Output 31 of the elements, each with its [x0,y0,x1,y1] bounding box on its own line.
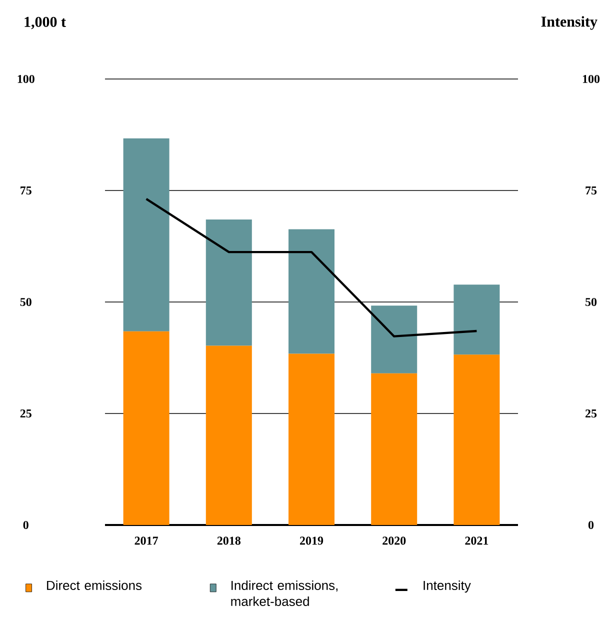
y-tick-label: 75 [20,186,32,194]
x-tick-label: 2021 [465,536,488,545]
y-tick-label: 50 [20,298,32,306]
legend-label: Intensity [424,580,471,593]
y2-tick-label: 25 [586,409,597,418]
x-tick-label: 2018 [217,536,241,545]
legend-label: Indirect emissions, market-based [231,580,338,606]
bar [288,354,334,525]
y2-tick-label: 75 [586,186,597,194]
y2-tick-label: 50 [585,298,597,306]
bar [123,331,170,525]
legend-label: Direct emissions [47,580,142,590]
bar [371,373,418,525]
y2-tick-label: 100 [582,74,600,84]
line-series [145,198,478,338]
x-tick-label: 2017 [134,536,158,545]
bar [123,138,170,332]
bar [206,219,252,346]
bar [454,284,500,355]
y-tick-label: 0 [23,520,28,530]
bar [206,346,252,525]
bar [371,306,418,374]
y-tick-label: 25 [20,409,32,418]
y-tick-label: 100 [18,74,34,84]
y-axis-title: 1,000 t [24,16,66,30]
x-tick-label: 2019 [300,536,324,545]
y2-tick-label: 0 [588,520,594,530]
x-tick-label: 2020 [382,536,406,545]
bar [454,354,500,525]
bar [288,229,334,354]
y2-axis-title: Intensity [541,16,598,30]
